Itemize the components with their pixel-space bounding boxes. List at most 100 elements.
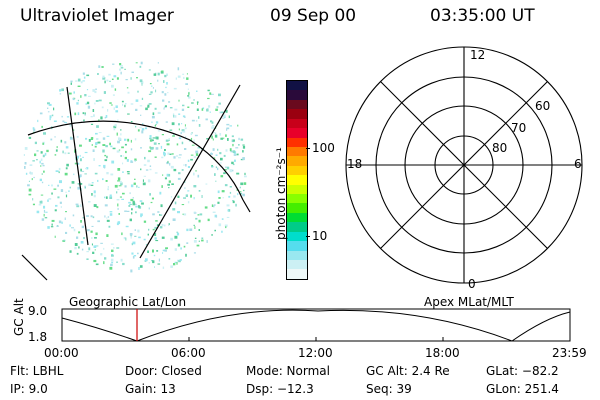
emission-pixel <box>121 198 124 200</box>
emission-pixel <box>232 200 235 204</box>
emission-pixel <box>178 137 182 140</box>
emission-pixel <box>176 261 178 265</box>
emission-pixel <box>106 135 110 137</box>
emission-pixel <box>187 88 189 90</box>
emission-pixel <box>235 147 239 149</box>
emission-pixel <box>194 226 196 229</box>
emission-pixel <box>32 203 35 206</box>
emission-pixel <box>32 160 35 162</box>
emission-pixel <box>87 105 91 109</box>
emission-pixel <box>124 138 127 141</box>
emission-pixel <box>188 140 191 142</box>
emission-pixel <box>155 124 157 126</box>
emission-pixel <box>211 135 213 139</box>
emission-pixel <box>161 70 164 72</box>
emission-pixel <box>160 204 163 208</box>
emission-pixel <box>41 125 43 128</box>
emission-pixel <box>163 152 166 156</box>
emission-pixel <box>107 188 109 191</box>
emission-pixel <box>215 108 218 111</box>
emission-pixel <box>126 159 129 162</box>
emission-pixel <box>124 185 127 188</box>
emission-pixel <box>67 152 70 154</box>
emission-pixel <box>135 211 137 214</box>
emission-pixel <box>51 192 53 195</box>
emission-pixel <box>210 120 213 123</box>
emission-pixel <box>196 101 199 104</box>
emission-pixel <box>119 180 122 184</box>
emission-pixel <box>212 125 215 127</box>
emission-pixel <box>82 72 85 75</box>
emission-pixel <box>154 266 155 268</box>
emission-pixel <box>132 202 136 206</box>
emission-pixel <box>164 106 167 108</box>
emission-pixel <box>134 235 137 237</box>
emission-pixel <box>198 219 201 223</box>
emission-pixel <box>198 229 200 231</box>
emission-pixel <box>181 141 184 145</box>
emission-pixel <box>92 149 95 152</box>
emission-pixel <box>220 157 223 161</box>
apex-caption: Apex MLat/MLT <box>424 295 514 309</box>
emission-pixel <box>236 153 239 156</box>
emission-pixel <box>156 136 159 140</box>
emission-pixel <box>69 124 72 127</box>
emission-pixel <box>58 171 60 174</box>
emission-pixel <box>211 204 214 207</box>
emission-pixel <box>92 89 95 92</box>
emission-pixel <box>117 189 120 191</box>
geographic-lat-readout: GLat: −82.2 <box>486 364 559 378</box>
emission-pixel <box>205 118 208 121</box>
geographic-longitude-line <box>66 86 89 246</box>
emission-pixel <box>148 69 151 71</box>
emission-pixel <box>213 157 216 159</box>
gc-altitude-readout: GC Alt: 2.4 Re <box>366 364 450 378</box>
emission-pixel <box>162 99 165 102</box>
emission-pixel <box>37 119 39 123</box>
emission-pixel <box>65 211 67 213</box>
emission-pixel <box>187 106 190 108</box>
emission-pixel <box>69 250 72 253</box>
emission-pixel <box>137 129 140 132</box>
emission-pixel <box>111 254 114 257</box>
emission-pixel <box>169 153 172 155</box>
emission-pixel <box>211 234 213 236</box>
emission-pixel <box>76 155 79 159</box>
emission-pixel <box>149 165 152 167</box>
emission-pixel <box>223 169 227 171</box>
emission-pixel <box>28 193 32 196</box>
emission-pixel <box>83 76 86 79</box>
emission-pixel <box>119 63 122 66</box>
emission-pixel <box>182 104 185 107</box>
emission-pixel <box>170 237 173 241</box>
emission-pixel <box>193 156 197 158</box>
emission-pixel <box>125 237 127 241</box>
emission-pixel <box>60 206 62 208</box>
emission-pixel <box>178 172 181 175</box>
emission-pixel <box>33 176 35 179</box>
emission-pixel <box>167 92 169 94</box>
emission-pixel <box>154 172 158 174</box>
emission-pixel <box>185 164 187 167</box>
emission-pixel <box>229 169 233 173</box>
color-scale-segment <box>287 165 307 176</box>
emission-pixel <box>54 136 56 138</box>
emission-pixel <box>106 172 109 175</box>
emission-pixel <box>124 143 127 146</box>
emission-pixel <box>54 154 57 156</box>
emission-pixel <box>213 205 215 208</box>
emission-pixel <box>193 139 195 143</box>
emission-pixel <box>132 241 136 245</box>
emission-pixel <box>77 186 80 190</box>
emission-pixel <box>141 130 144 134</box>
emission-pixel <box>105 196 108 199</box>
emission-pixel <box>85 137 88 140</box>
color-scale-segment <box>287 241 307 251</box>
emission-pixel <box>112 147 116 150</box>
emission-pixel <box>49 117 51 121</box>
emission-pixel <box>173 156 176 159</box>
emission-pixel <box>183 197 186 199</box>
color-scale-bar <box>286 80 308 280</box>
emission-pixel <box>194 237 197 239</box>
emission-pixel <box>173 168 177 172</box>
